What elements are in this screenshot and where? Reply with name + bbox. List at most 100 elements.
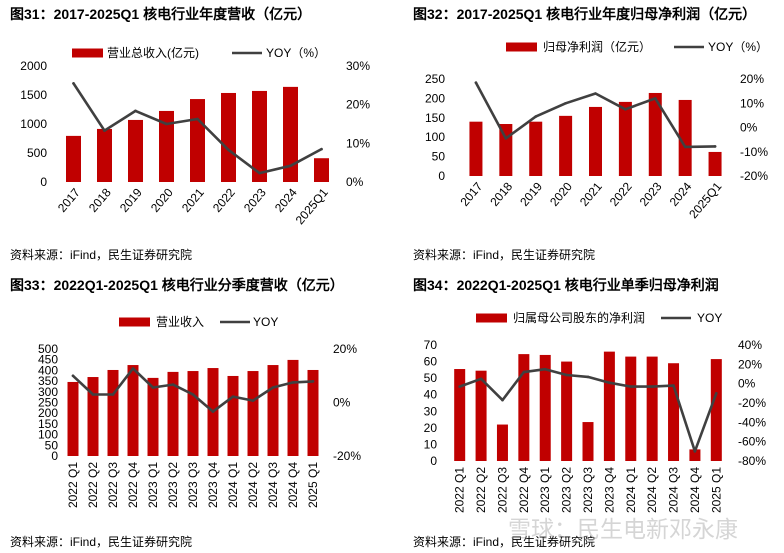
yoy-point-2022-q2 xyxy=(479,377,483,381)
bar-2023-q3 xyxy=(187,371,199,456)
bar-2019 xyxy=(529,121,543,176)
yoy-point-2023-q3 xyxy=(586,375,590,379)
x-tick-label: 2023 Q4 xyxy=(206,462,220,508)
y-right-tick-label: -20% xyxy=(333,449,361,463)
bar-2017 xyxy=(66,135,81,182)
y-right-tick-label: -80% xyxy=(738,454,766,468)
x-tick-label: 2023 Q1 xyxy=(538,467,552,513)
yoy-point-2022-q1 xyxy=(71,374,75,378)
yoy-point-2022 xyxy=(624,108,627,111)
bar-2024-q3 xyxy=(267,365,279,456)
yoy-point-2024-q4 xyxy=(693,450,697,453)
yoy-point-2019 xyxy=(534,115,538,118)
legend-line-label: YOY xyxy=(697,311,722,325)
x-tick-label: 2023 xyxy=(241,185,269,215)
y-right-tick-label: 0% xyxy=(740,121,758,135)
y-left-tick-label: 10 xyxy=(424,437,438,451)
y-right-tick-label: 10% xyxy=(740,96,764,110)
x-tick-label: 2017 xyxy=(55,185,83,215)
bar-2024-q2 xyxy=(646,356,658,461)
yoy-point-2022-q3 xyxy=(111,393,115,396)
x-tick-label: 2022 Q3 xyxy=(495,467,509,513)
yoy-point-2024-q1 xyxy=(231,395,235,398)
bar-2023-q2 xyxy=(561,361,573,461)
figure-31-title: 图31：2017-2025Q1 核电行业年度营收（亿元） xyxy=(10,6,312,22)
yoy-point-2023-q4 xyxy=(211,410,215,413)
bar-2024-q1 xyxy=(625,356,637,461)
x-tick-label: 2024 xyxy=(667,179,695,209)
bar-2022 xyxy=(618,101,632,176)
legend-line-label: YOY（%） xyxy=(266,46,326,60)
yoy-point-2023-q1 xyxy=(151,386,155,389)
x-tick-label: 2024 Q2 xyxy=(645,467,659,513)
y-right-tick-label: 0% xyxy=(346,175,364,189)
y-right-tick-label: -20% xyxy=(740,169,768,183)
bar-2024-q2 xyxy=(247,371,259,456)
bar-2024 xyxy=(283,86,298,182)
legend-bar-swatch xyxy=(119,317,150,327)
yoy-point-2025q1 xyxy=(320,147,323,151)
bar-2024-q3 xyxy=(668,363,680,461)
bar-2023 xyxy=(648,92,662,176)
y-left-tick-label: 2000 xyxy=(20,59,47,73)
x-tick-label: 2021 xyxy=(179,185,207,215)
x-tick-label: 2022 xyxy=(210,185,238,215)
x-tick-label: 2024 xyxy=(272,185,300,215)
yoy-point-2023 xyxy=(653,97,657,100)
y-left-tick-label: 0 xyxy=(430,454,437,468)
y-right-tick-label: 0% xyxy=(333,396,351,410)
legend-bar-label: 归属母公司股东的净利润 xyxy=(513,310,645,325)
bar-2018 xyxy=(97,128,112,182)
bar-2021 xyxy=(190,99,205,182)
bar-2022 xyxy=(221,92,236,182)
bar-2023-q1 xyxy=(147,377,159,456)
yoy-point-2022-q2 xyxy=(91,393,95,396)
y-left-tick-label: 50 xyxy=(45,438,59,452)
y-right-tick-label: 20% xyxy=(738,357,762,371)
x-tick-label: 2024 Q3 xyxy=(667,467,681,513)
y-left-tick-label: 1500 xyxy=(20,88,47,102)
x-tick-label: 2020 xyxy=(148,185,176,215)
yoy-point-2025-q1 xyxy=(311,380,315,383)
y-right-tick-label: -60% xyxy=(738,435,766,449)
yoy-point-2020 xyxy=(564,101,567,105)
bar-2021 xyxy=(589,106,602,176)
x-tick-label: 2018 xyxy=(487,179,515,209)
yoy-point-2024 xyxy=(289,164,292,168)
y-left-tick-label: 500 xyxy=(27,146,47,160)
x-tick-label: 2025 Q1 xyxy=(306,462,320,508)
y-left-tick-label: 300 xyxy=(38,385,58,399)
x-tick-label: 2022 Q3 xyxy=(106,462,120,508)
x-tick-label: 2023 xyxy=(637,179,665,209)
y-left-tick-label: 250 xyxy=(38,396,58,410)
x-tick-label: 2024 Q1 xyxy=(624,467,638,513)
bar-2023-q1 xyxy=(539,354,551,461)
y-left-tick-label: 500 xyxy=(38,342,58,356)
bar-2024-q4 xyxy=(287,359,299,456)
bar-2024-q1 xyxy=(227,375,239,456)
y-left-tick-label: 200 xyxy=(425,91,445,105)
y-right-tick-label: 30% xyxy=(346,59,370,73)
bar-2020 xyxy=(559,115,573,176)
y-left-tick-label: 70 xyxy=(424,338,438,352)
yoy-point-2022 xyxy=(227,148,230,152)
x-tick-label: 2024 Q3 xyxy=(266,462,280,508)
x-tick-label: 2022 Q4 xyxy=(126,462,140,508)
x-tick-label: 2019 xyxy=(517,179,545,209)
figure-32-source: 资料来源：iFind，民生证券研究院 xyxy=(413,248,596,262)
y-left-tick-label: 200 xyxy=(38,406,58,420)
x-tick-label: 2024 Q4 xyxy=(286,462,300,508)
legend-bar-label: 归母净利润（亿元） xyxy=(543,39,651,54)
y-left-tick-label: 50 xyxy=(424,371,438,385)
yoy-point-2022-q4 xyxy=(131,367,135,370)
yoy-point-2023-q1 xyxy=(543,367,547,371)
legend-bar-swatch xyxy=(506,42,537,52)
bar-2023 xyxy=(252,90,267,182)
yoy-point-2023-q4 xyxy=(608,381,611,385)
bar-2025-q1 xyxy=(710,359,722,461)
y-left-tick-label: 250 xyxy=(425,72,445,86)
x-tick-label: 2022 Q4 xyxy=(517,467,531,513)
bar-2024-q4 xyxy=(689,449,701,461)
y-right-tick-label: 0% xyxy=(738,377,756,391)
x-tick-label: 2021 xyxy=(577,179,605,209)
